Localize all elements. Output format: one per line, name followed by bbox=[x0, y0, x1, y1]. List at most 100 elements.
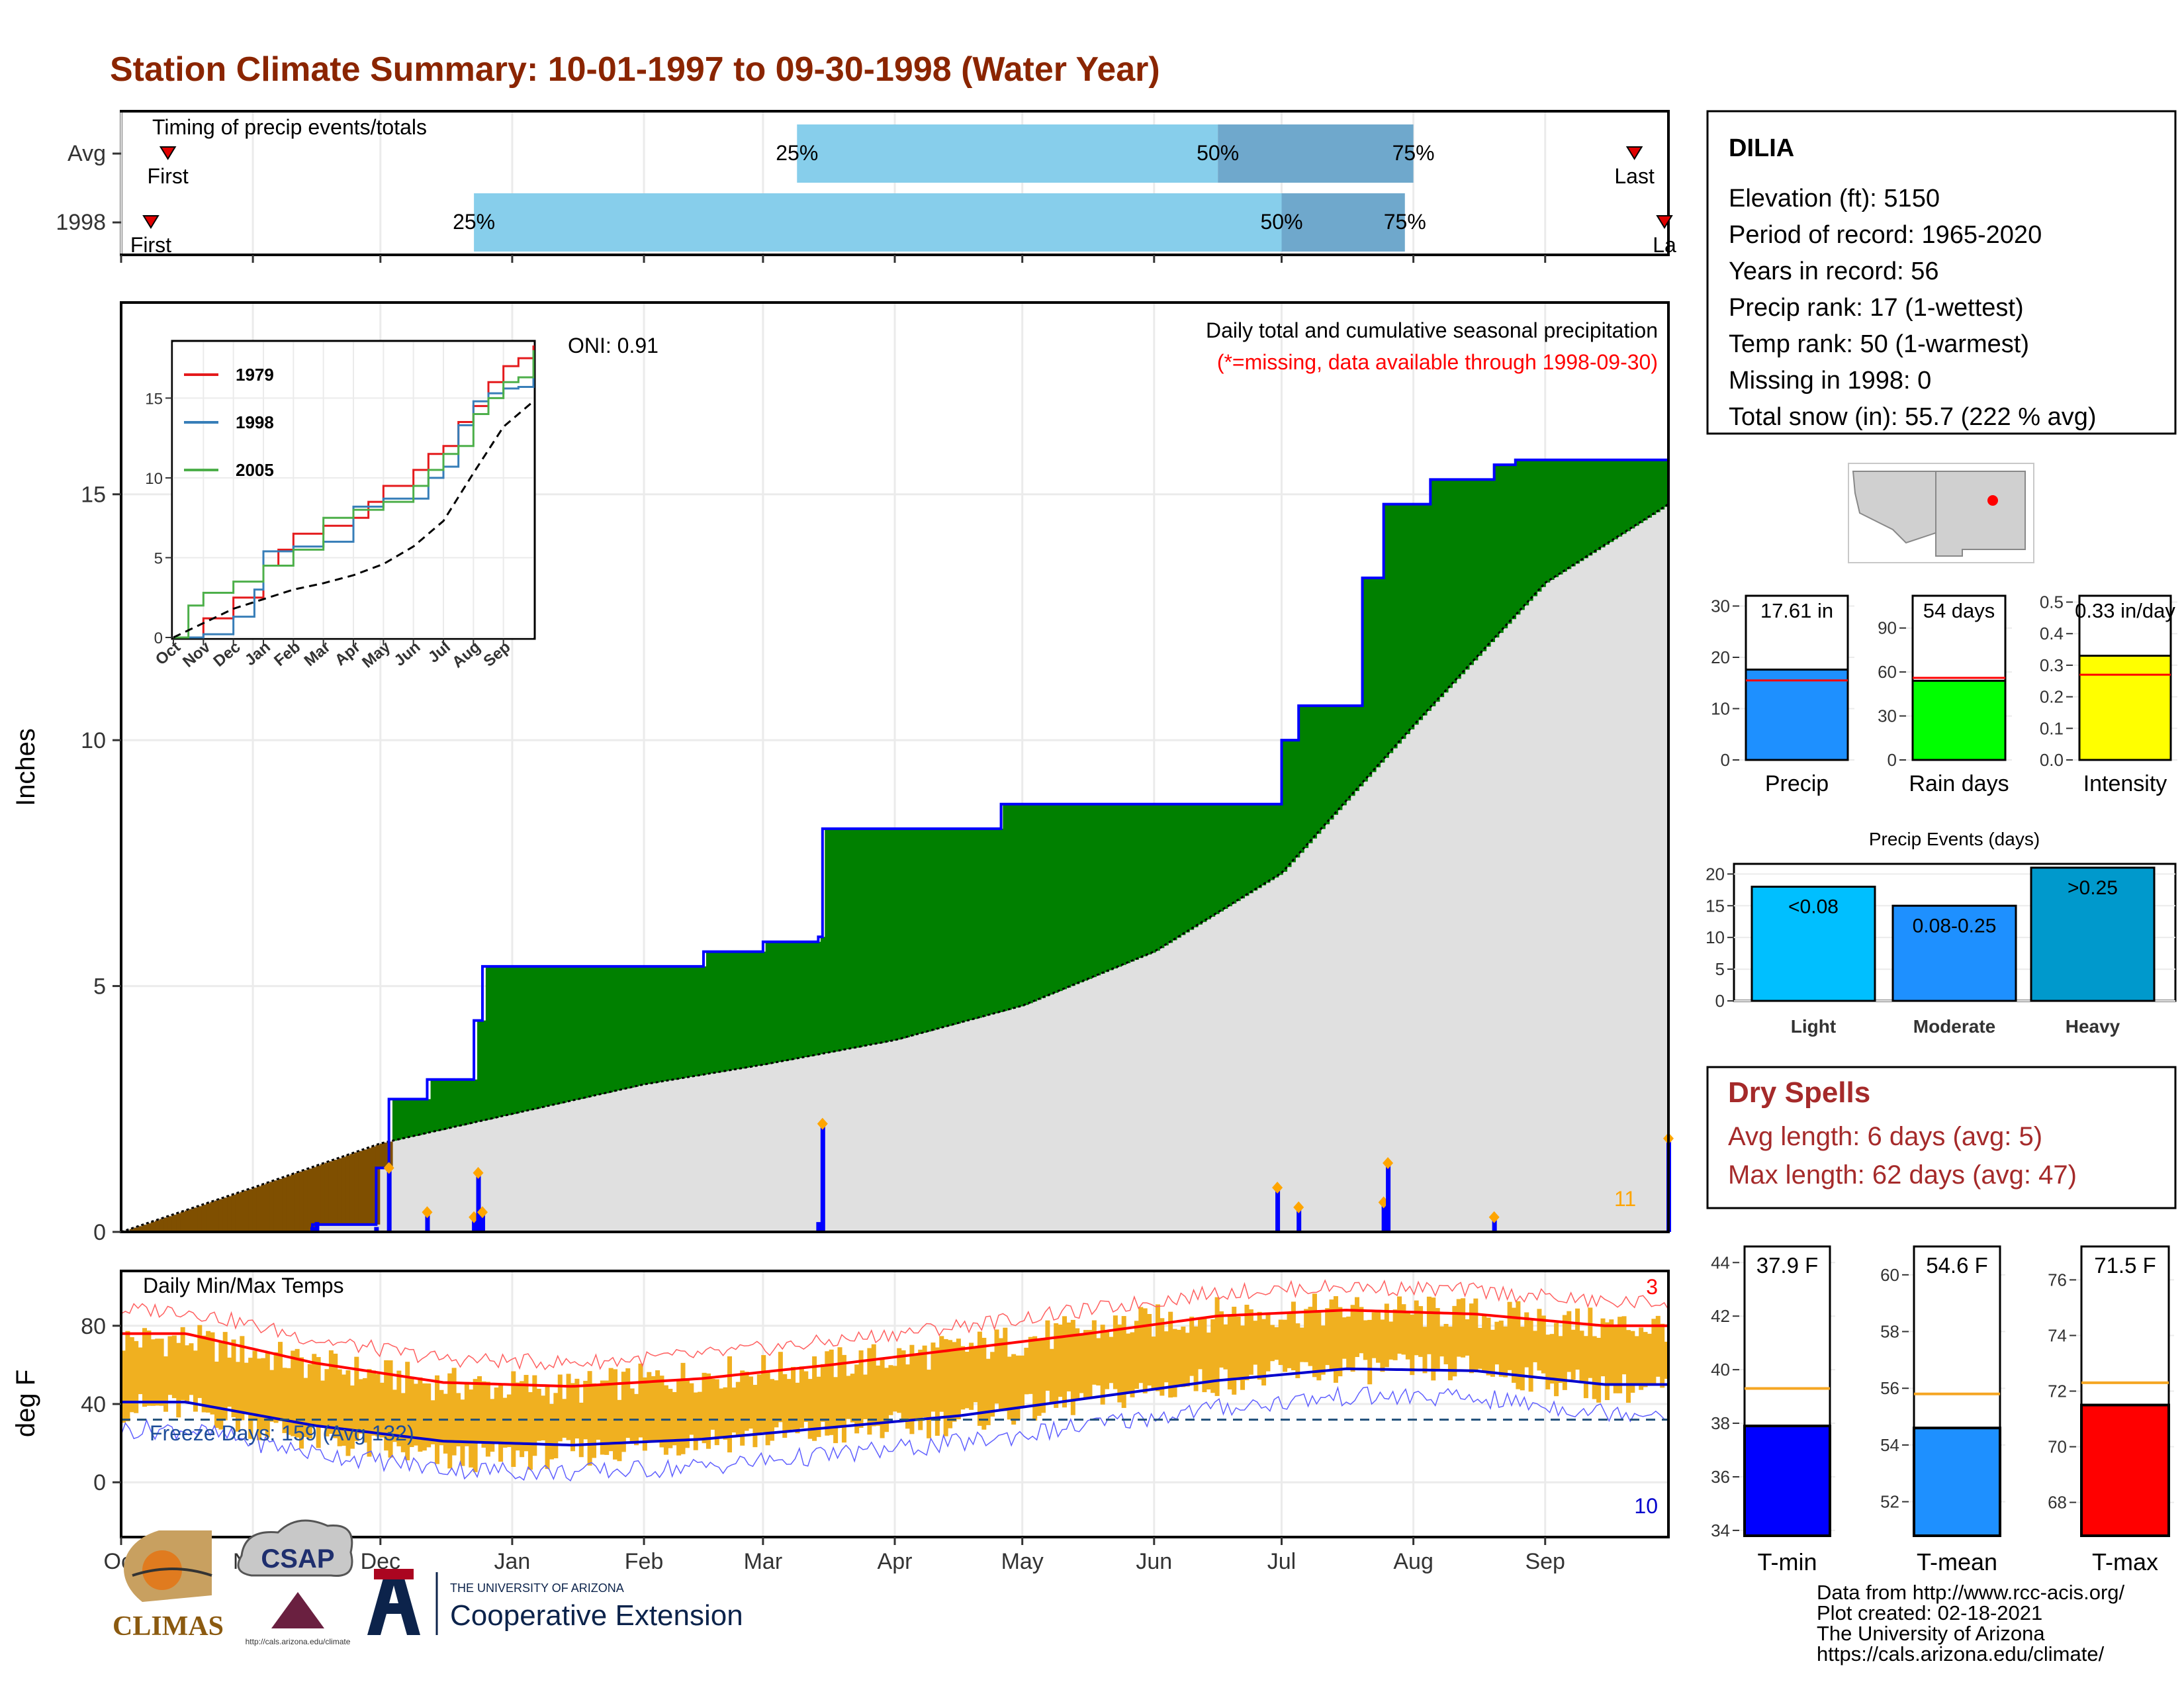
climas-logo: CLIMAS bbox=[113, 1530, 224, 1642]
climas-swoosh bbox=[132, 1568, 212, 1577]
above-normal-segment bbox=[680, 966, 686, 1078]
above-normal-segment bbox=[901, 828, 906, 1039]
daily-temp-bar bbox=[1155, 1304, 1160, 1391]
above-normal-segment bbox=[854, 828, 860, 1048]
daily-temp-bar bbox=[447, 1373, 453, 1469]
above-normal-segment bbox=[799, 941, 804, 1058]
above-normal-segment bbox=[735, 951, 741, 1070]
below-normal-segment bbox=[235, 1193, 240, 1232]
above-normal-segment bbox=[1477, 479, 1482, 656]
above-normal-segment bbox=[1295, 740, 1300, 858]
daily-temp-bar bbox=[672, 1391, 677, 1446]
heavy-event-dot bbox=[383, 1162, 394, 1174]
last-event-label: La bbox=[1653, 233, 1676, 257]
temp-bar-y-tick-label: 44 bbox=[1711, 1252, 1730, 1272]
daily-temp-bar bbox=[583, 1380, 588, 1440]
above-normal-segment bbox=[515, 966, 520, 1113]
daily-temp-bar bbox=[1350, 1305, 1355, 1372]
above-normal-segment bbox=[629, 966, 635, 1088]
timing-row-label-avg: Avg bbox=[68, 141, 106, 166]
above-normal-segment bbox=[1312, 706, 1317, 839]
above-normal-segment bbox=[1634, 459, 1639, 526]
above-normal-segment bbox=[1625, 459, 1631, 532]
daily-temp-bar bbox=[1338, 1307, 1343, 1377]
event-bar-Heavy bbox=[2030, 867, 2156, 1002]
daily-temp-bar bbox=[1359, 1307, 1364, 1354]
daily-temp-bar bbox=[252, 1350, 257, 1421]
precip-y-tick-label: 5 bbox=[93, 974, 106, 1000]
csap-cloud bbox=[237, 1519, 353, 1577]
above-normal-segment bbox=[1278, 804, 1283, 875]
daily-temp-bar bbox=[1312, 1293, 1317, 1378]
daily-temp-bar bbox=[871, 1344, 876, 1427]
daily-temp-bar bbox=[1469, 1303, 1474, 1374]
above-normal-segment bbox=[812, 941, 817, 1056]
above-normal-segment bbox=[608, 966, 614, 1093]
daily-temp-bar bbox=[1117, 1324, 1122, 1403]
above-normal-segment bbox=[1494, 465, 1500, 638]
daily-temp-bar bbox=[392, 1389, 397, 1442]
above-normal-segment bbox=[727, 951, 732, 1071]
daily-temp-bar bbox=[931, 1342, 936, 1412]
daily-temp-bar bbox=[553, 1393, 559, 1458]
timing-bar-50-75 bbox=[1218, 124, 1414, 183]
above-normal-segment bbox=[1537, 459, 1542, 592]
daily-temp-bar bbox=[1621, 1316, 1627, 1375]
heavy-event-dot bbox=[817, 1117, 828, 1130]
daily-temp-bar bbox=[892, 1366, 897, 1412]
above-normal-segment bbox=[426, 1099, 432, 1133]
daily-temp-bar bbox=[888, 1365, 893, 1415]
event-category-label: Heavy bbox=[2066, 1016, 2120, 1037]
above-normal-segment bbox=[663, 966, 668, 1082]
daily-temp-bar bbox=[295, 1348, 300, 1438]
above-normal-segment bbox=[689, 966, 694, 1077]
daily-temp-bar bbox=[1269, 1325, 1275, 1362]
daily-temp-bar bbox=[960, 1346, 966, 1410]
above-normal-segment bbox=[1422, 504, 1428, 716]
above-normal-segment bbox=[956, 828, 961, 1024]
daily-temp-bar bbox=[1261, 1319, 1267, 1385]
daily-temp-bar bbox=[1367, 1319, 1373, 1385]
below-normal-segment bbox=[303, 1170, 308, 1232]
page-title: Station Climate Summary: 10-01-1997 to 0… bbox=[110, 50, 1160, 89]
daily-temp-bar bbox=[142, 1328, 148, 1407]
daily-temp-bar bbox=[647, 1372, 652, 1443]
above-normal-segment bbox=[392, 1099, 397, 1141]
below-normal-segment bbox=[349, 1154, 355, 1225]
daily-temp-bar bbox=[171, 1335, 177, 1399]
above-normal-segment bbox=[1443, 479, 1449, 693]
above-normal-segment bbox=[698, 966, 703, 1076]
daily-temp-bar bbox=[841, 1354, 846, 1443]
daily-temp-bar bbox=[749, 1376, 754, 1429]
daily-temp-bar bbox=[680, 1362, 686, 1454]
daily-temp-bar bbox=[587, 1371, 592, 1466]
above-normal-segment bbox=[1498, 465, 1504, 633]
above-normal-segment bbox=[1516, 459, 1521, 615]
daily-temp-bar bbox=[138, 1347, 143, 1395]
temp-bar-y-tick-label: 76 bbox=[2048, 1270, 2067, 1289]
above-normal-segment bbox=[969, 828, 974, 1021]
above-normal-segment bbox=[731, 951, 737, 1070]
daily-temp-bar bbox=[1329, 1299, 1334, 1370]
daily-temp-bar bbox=[1617, 1317, 1623, 1393]
daily-temp-bar bbox=[1096, 1338, 1101, 1385]
below-normal-segment bbox=[256, 1186, 261, 1232]
above-normal-segment bbox=[498, 966, 504, 1117]
above-normal-segment bbox=[1371, 578, 1377, 773]
daily-temp-bar bbox=[1253, 1321, 1258, 1365]
above-normal-segment bbox=[1482, 479, 1487, 651]
below-normal-segment bbox=[333, 1160, 338, 1225]
daily-temp-bar bbox=[1592, 1336, 1597, 1399]
above-normal-segment bbox=[435, 1079, 440, 1131]
below-normal-segment bbox=[363, 1149, 368, 1225]
above-normal-segment bbox=[1244, 804, 1250, 896]
above-normal-segment bbox=[1554, 459, 1559, 577]
station-stat-line: Temp rank: 50 (1-warmest) bbox=[1729, 330, 2029, 358]
daily-temp-bar bbox=[952, 1342, 957, 1422]
above-normal-segment bbox=[1206, 804, 1211, 919]
daily-temp-bar bbox=[744, 1372, 749, 1431]
daily-temp-bar bbox=[1219, 1311, 1224, 1368]
above-normal-segment bbox=[1418, 504, 1424, 720]
daily-temp-bar bbox=[405, 1362, 410, 1461]
above-normal-segment bbox=[1163, 804, 1169, 946]
